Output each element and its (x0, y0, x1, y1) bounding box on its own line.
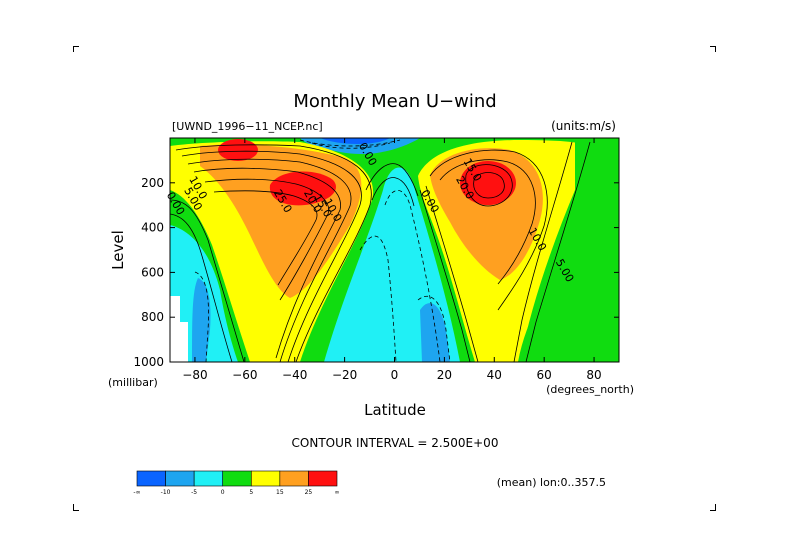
x-tick-label: 40 (487, 368, 502, 382)
units-label: (units:m/s) (551, 119, 616, 133)
colorbar-label: 15 (276, 489, 284, 496)
band-green-east (520, 140, 619, 362)
colorbar-swatch (279, 470, 309, 487)
colorbar-swatch (250, 470, 281, 487)
x-tick-label: −20 (332, 368, 357, 382)
missing-data-patch (170, 296, 188, 362)
x-tick-label: 0 (391, 368, 399, 382)
colorbar-swatch (136, 470, 166, 487)
colorbar: -∞ -10 -5 0 5 15 25 ∞ (133, 470, 340, 496)
band-darkblue-top (320, 138, 390, 144)
y-tick-label: 1000 (133, 355, 164, 369)
mean-longitude-note: (mean) lon:0..357.5 (497, 476, 606, 489)
x-tick-label: 20 (437, 368, 452, 382)
y-tick-label: 200 (141, 176, 164, 190)
band-blue-polar-patch (192, 278, 211, 362)
x-tick-label: 80 (586, 368, 601, 382)
x-axis-label: Latitude (364, 401, 426, 419)
x-tick-label: −60 (232, 368, 257, 382)
band-red-jet-north (460, 161, 516, 205)
colorbar-label: ∞ (335, 489, 340, 496)
crop-marks (73, 46, 716, 511)
contour-interval-note: CONTOUR INTERVAL = 2.500E+00 (292, 436, 499, 450)
colorbar-label: 0 (221, 489, 225, 496)
y-axis-units: (millibar) (108, 376, 158, 389)
x-tick-label: −40 (282, 368, 307, 382)
chart-title: Monthly Mean U−wind (293, 91, 496, 112)
colorbar-label: -10 (161, 489, 171, 496)
y-tick-label: 600 (141, 265, 164, 279)
y-axis-ticks: 200 400 600 800 1000 (133, 176, 619, 369)
y-axis-label: Level (109, 230, 127, 270)
x-tick-label: 60 (537, 368, 552, 382)
band-red-jet-south-upper (218, 139, 258, 161)
contour-lines (170, 141, 591, 362)
plot-area (170, 138, 619, 362)
colorbar-label: -5 (191, 489, 197, 496)
colorbar-label: -∞ (133, 489, 140, 496)
colorbar-label: 25 (305, 489, 313, 496)
band-blue-top (300, 138, 420, 155)
y-tick-label: 800 (141, 310, 164, 324)
dataset-label: [UWND_1996−11_NCEP.nc] (172, 120, 323, 133)
colorbar-label: 5 (249, 489, 253, 496)
x-axis-units: (degrees_north) (546, 383, 634, 396)
colorbar-swatch (165, 470, 195, 487)
colorbar-swatch (193, 470, 224, 487)
colorbar-swatch (222, 470, 252, 487)
band-blue-tropical-patch (420, 303, 450, 362)
contour-lines-negative (194, 139, 451, 362)
y-tick-label: 400 (141, 221, 164, 235)
x-axis-ticks: −80 −60 −40 −20 0 20 40 60 80 (182, 138, 602, 382)
colorbar-swatch (308, 470, 338, 487)
x-tick-label: −80 (182, 368, 207, 382)
